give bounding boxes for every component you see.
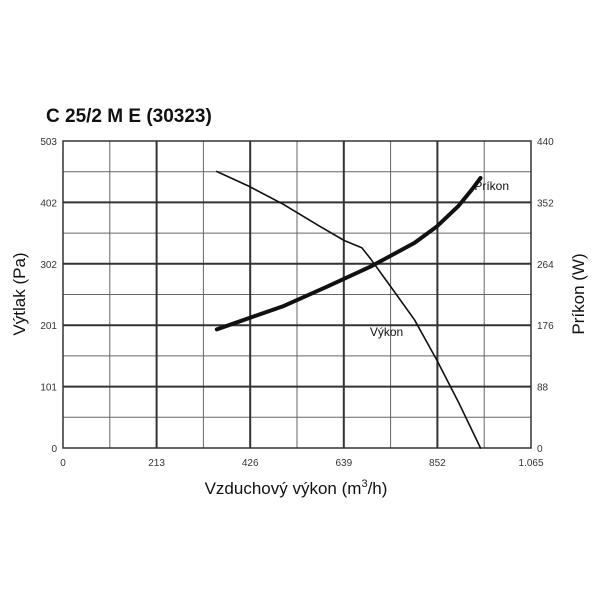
series-label-pr-kon: Príkon [474, 179, 509, 193]
x-tick-label: 639 [335, 458, 352, 469]
y2-tick-label: 264 [537, 260, 554, 271]
series-line-v-kon [216, 170, 482, 449]
chart-title: C 25/2 M E (30323) [46, 106, 212, 127]
plot-frame [62, 140, 532, 449]
y2-tick-label: 88 [537, 383, 549, 394]
y-tick-label: 302 [40, 260, 57, 271]
y2-tick-label: 176 [537, 321, 554, 332]
y-tick-label: 101 [40, 383, 57, 394]
x-tick-label: 852 [429, 458, 446, 469]
x-tick-label: 213 [148, 458, 165, 469]
y-tick-labels: 0 101 201 302 402 503 [40, 137, 57, 455]
x-axis-label: Vzduchový výkon (m3/h) [205, 478, 388, 498]
y2-tick-label: 352 [537, 198, 554, 209]
y2-axis-label: Príkon (W) [569, 253, 588, 334]
x-tick-label: 0 [60, 458, 66, 469]
y-tick-label: 0 [51, 444, 57, 455]
y2-tick-labels: 0 88 176 264 352 440 [537, 137, 554, 455]
y2-tick-label: 0 [537, 444, 543, 455]
series-layer: Výkon Príkon [214, 170, 509, 449]
x-tick-labels: 0 213 426 639 852 1.065 [60, 458, 544, 469]
major-gridlines [63, 141, 531, 448]
y-axis-label: Výtlak (Pa) [10, 252, 29, 335]
y2-tick-label: 440 [537, 137, 554, 148]
x-tick-label: 426 [242, 458, 259, 469]
x-tick-label: 1.065 [518, 458, 543, 469]
y-tick-label: 201 [40, 321, 57, 332]
y-tick-label: 503 [40, 137, 57, 148]
minor-gridlines [63, 141, 531, 448]
series-line-pr-kon [214, 176, 483, 332]
series-label-v-kon: Výkon [370, 325, 403, 339]
y-tick-label: 402 [40, 198, 57, 209]
